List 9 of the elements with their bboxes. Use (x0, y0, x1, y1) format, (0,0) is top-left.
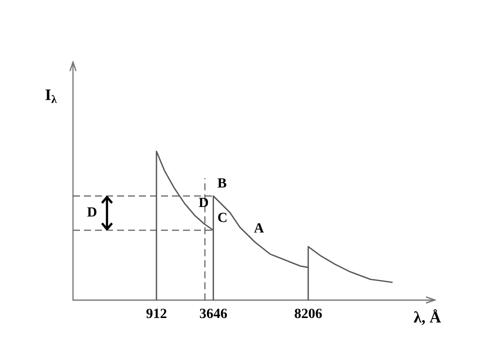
x-tick-label: 912 (146, 307, 167, 322)
annotation: B (217, 176, 227, 192)
x-tick-label: 3646 (199, 307, 228, 322)
x-axis-title: λ, Å (414, 308, 442, 326)
annotation: C (217, 210, 228, 226)
x-tick-label: 8206 (294, 307, 322, 322)
annotation: A (254, 221, 265, 236)
annotation: D (198, 196, 209, 211)
annotation: D (87, 206, 98, 221)
